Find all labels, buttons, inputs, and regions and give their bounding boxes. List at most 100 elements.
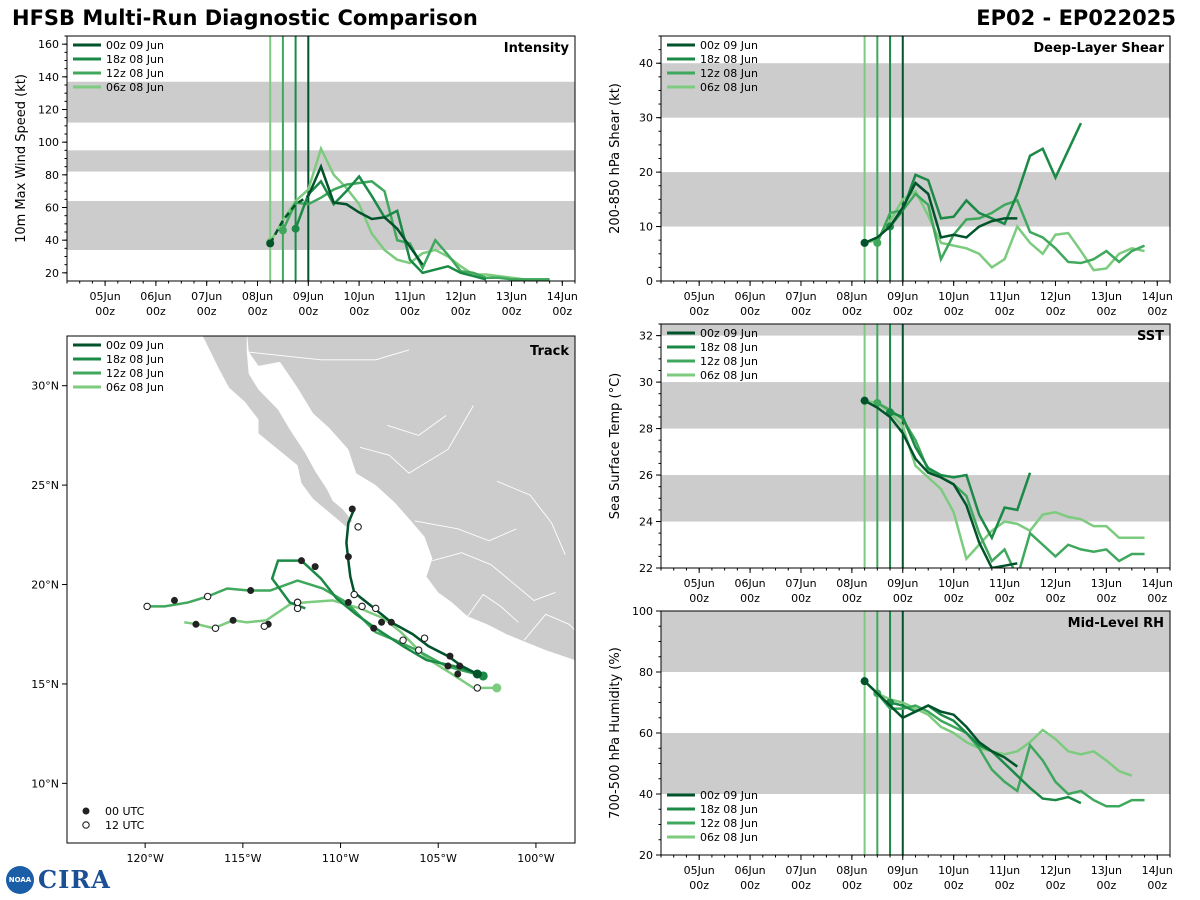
y-tick-label: 60: [45, 202, 59, 215]
x-tick-sublabel: 00z: [1046, 879, 1066, 892]
track-point-12utc: [473, 684, 482, 692]
track-start-0: [472, 669, 482, 679]
legend-label-0: 00z 09 Jun: [700, 39, 758, 52]
page-title: HFSB Multi-Run Diagnostic Comparison: [12, 6, 478, 30]
track-point-00utc: [229, 616, 237, 624]
x-tick-sublabel: 00z: [552, 305, 572, 318]
series-line-0: [864, 181, 1018, 245]
x-tick-label: 10Jun: [938, 864, 969, 877]
track-point-00utc: [344, 553, 352, 561]
x-tick-label: 110°W: [322, 852, 359, 865]
x-tick-sublabel: 00z: [689, 879, 709, 892]
x-tick-label: 13Jun: [1091, 864, 1122, 877]
state-border-3: [432, 552, 556, 601]
y-tick-label: 32: [639, 330, 653, 343]
legend-marker-00utc: [82, 807, 90, 815]
x-tick-label: 09Jun: [293, 290, 324, 303]
x-tick-label: 11Jun: [989, 577, 1020, 590]
legend-label-0: 00z 09 Jun: [106, 339, 164, 352]
plot-area-track: [143, 336, 575, 693]
x-tick-label: 08Jun: [836, 577, 867, 590]
x-tick-sublabel: 00z: [995, 305, 1015, 318]
state-border-4: [467, 593, 519, 623]
x-tick-sublabel: 00z: [197, 305, 217, 318]
state-border-1: [359, 405, 474, 474]
x-tick-label: 14Jun: [1142, 577, 1173, 590]
y-axis-label: 10m Max Wind Speed (kt): [14, 74, 29, 243]
y-tick-label: 30°N: [31, 380, 59, 393]
legend-label-1: 18z 08 Jun: [106, 353, 164, 366]
x-tick-sublabel: 00z: [1096, 879, 1116, 892]
y-tick-label: 60: [639, 727, 653, 740]
land-mainland: [247, 336, 575, 661]
track-point-12utc: [350, 590, 358, 599]
x-tick-label: 08Jun: [242, 290, 273, 303]
x-tick-label: 06Jun: [734, 290, 765, 303]
y-tick-label: 0: [646, 275, 653, 288]
legend-label-2: 12z 08 Jun: [700, 817, 758, 830]
x-tick-sublabel: 00z: [893, 305, 913, 318]
x-tick-label: 14Jun: [1142, 864, 1173, 877]
x-tick-sublabel: 00z: [298, 305, 318, 318]
track-point-12utc: [358, 602, 366, 611]
track-start-3: [492, 683, 502, 693]
series-line-1: [889, 122, 1083, 228]
threshold-band-1: [661, 611, 1170, 672]
x-tick-sublabel: 00z: [689, 592, 709, 605]
y-tick-label: 20: [639, 166, 653, 179]
x-tick-sublabel: 00z: [995, 879, 1015, 892]
legend-label-0: 00z 09 Jun: [106, 39, 164, 52]
x-tick-label: 11Jun: [989, 290, 1020, 303]
noaa-logo-icon: NOAA: [6, 865, 34, 894]
x-tick-sublabel: 00z: [944, 305, 964, 318]
x-tick-label: 08Jun: [836, 864, 867, 877]
track-point-00utc: [444, 662, 452, 670]
y-tick-label: 40: [639, 788, 653, 801]
legend-label-2: 12z 08 Jun: [106, 67, 164, 80]
x-tick-label: 06Jun: [734, 577, 765, 590]
series-line-3: [269, 145, 550, 281]
x-tick-label: 05Jun: [684, 864, 715, 877]
track-point-12utc: [293, 598, 302, 607]
x-tick-label: 07Jun: [785, 864, 816, 877]
series-init-marker-2: [278, 226, 287, 235]
track-point-00utc: [348, 505, 356, 513]
x-tick-sublabel: 00z: [1096, 592, 1116, 605]
legend-label-2: 12z 08 Jun: [106, 367, 164, 380]
legend-label-0: 00z 09 Jun: [700, 327, 758, 340]
series-line-0: [863, 399, 1018, 568]
x-tick-sublabel: 00z: [740, 305, 760, 318]
track-line-2: [147, 579, 484, 678]
state-border-6: [387, 415, 447, 436]
legend-label-3: 06z 08 Jun: [700, 81, 758, 94]
series-line-2: [876, 192, 1146, 265]
x-tick-sublabel: 00z: [95, 305, 115, 318]
series-init-marker-0: [860, 396, 869, 405]
y-tick-label: 40: [45, 234, 59, 247]
track-point-00utc: [311, 563, 319, 571]
plot-area-intensity: [67, 36, 575, 281]
track-point-00utc: [344, 598, 352, 606]
track-point-00utc: [378, 618, 386, 626]
y-tick-label: 22: [639, 562, 653, 575]
x-tick-sublabel: 00z: [400, 305, 420, 318]
series-line-0: [863, 680, 1019, 768]
x-tick-sublabel: 00z: [349, 305, 369, 318]
series-init-marker-2: [873, 399, 882, 408]
threshold-band-2: [661, 324, 1170, 336]
legend-label-1: 18z 08 Jun: [700, 341, 758, 354]
y-tick-label: 10°N: [31, 777, 59, 790]
track-point-12utc: [414, 646, 423, 654]
x-tick-sublabel: 00z: [1147, 592, 1167, 605]
x-tick-sublabel: 00z: [1147, 305, 1167, 318]
x-tick-label: 06Jun: [734, 864, 765, 877]
track-point-00utc: [247, 586, 255, 594]
x-tick-label: 07Jun: [785, 290, 816, 303]
x-tick-sublabel: 00z: [1046, 592, 1066, 605]
x-tick-sublabel: 00z: [944, 592, 964, 605]
track-point-12utc: [203, 592, 212, 601]
panel-track: 120°W 115°W 110°W 105°W 100°W 10°N 15°N 20°N 25°…: [31, 335, 576, 865]
cira-wordmark: CIRA: [38, 865, 111, 894]
x-tick-label: 14Jun: [547, 290, 578, 303]
